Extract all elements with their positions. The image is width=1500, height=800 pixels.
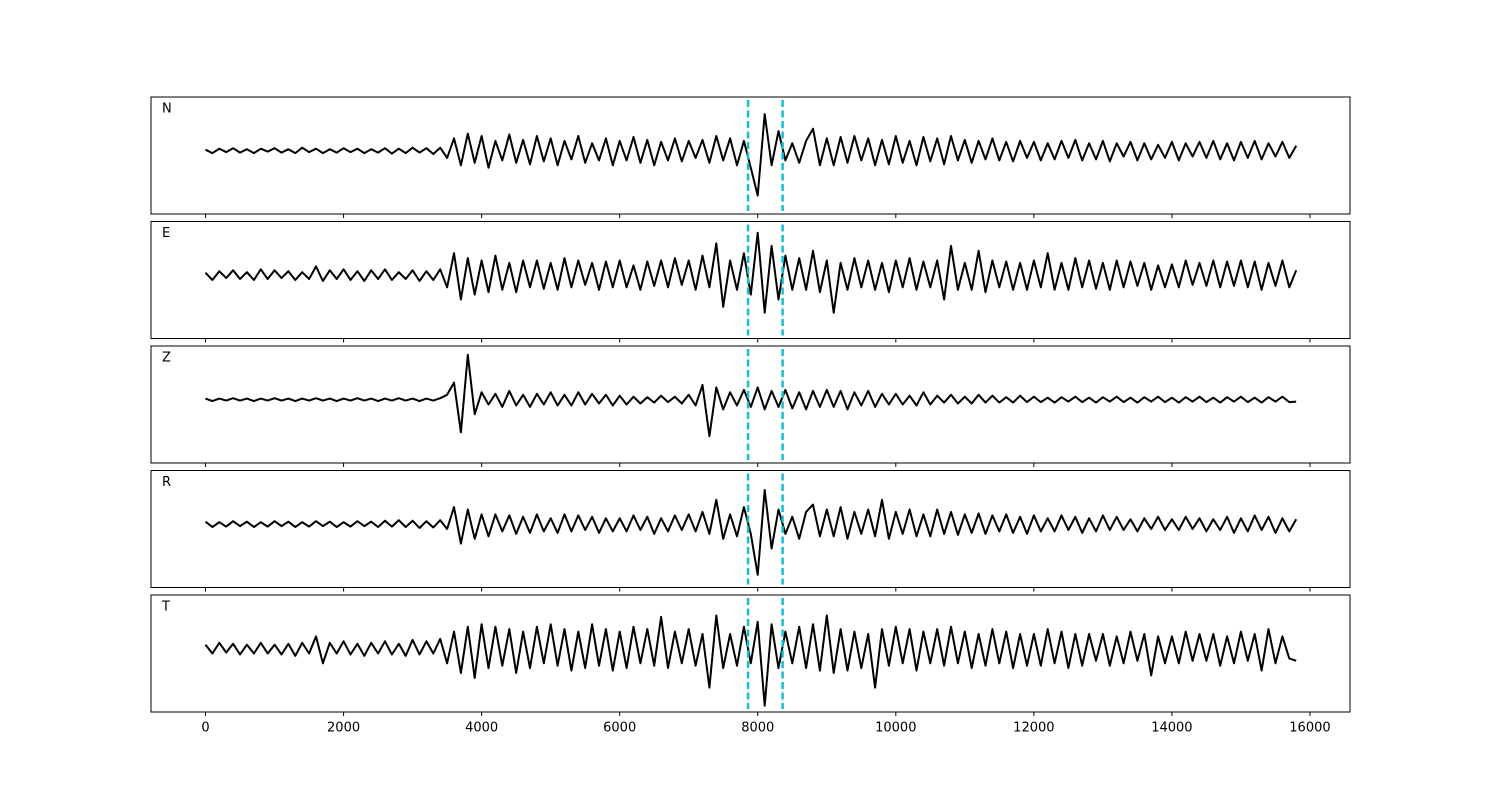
x-tick-label: 4000 [465, 721, 498, 736]
panel-frame [150, 221, 1351, 339]
panel-label: R [162, 475, 171, 490]
panel-label: E [162, 226, 170, 241]
x-tick-label: 16000 [1289, 721, 1330, 736]
x-tick-label: 6000 [603, 721, 636, 736]
x-tick-label: 14000 [1151, 721, 1192, 736]
x-tick-label: 0 [201, 721, 209, 736]
panel-frame [150, 470, 1351, 588]
panel-label: Z [162, 351, 171, 366]
panel-frame [150, 594, 1351, 713]
x-tick-label: 8000 [741, 721, 774, 736]
x-tick-label: 2000 [327, 721, 360, 736]
trace [205, 353, 1297, 438]
trace [204, 231, 1298, 314]
trace [204, 489, 1298, 576]
x-tick-label: 12000 [1013, 721, 1054, 736]
panel-label: T [161, 600, 170, 615]
panel-label: N [162, 102, 172, 117]
panel-frame [150, 345, 1351, 464]
panel-frame [150, 96, 1351, 215]
trace [204, 614, 1297, 707]
trace [205, 113, 1298, 197]
x-tick-label: 10000 [875, 721, 916, 736]
